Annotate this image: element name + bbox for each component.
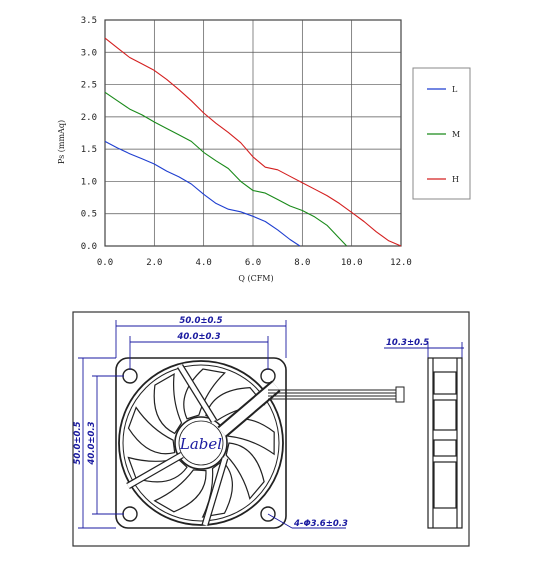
y-tick-label: 1.5 xyxy=(81,145,97,155)
drawing-frame xyxy=(72,311,470,547)
wire-spoke xyxy=(217,380,281,438)
y-tick-labels: 0.0 0.5 1.0 1.5 2.0 2.5 3.0 3.5 xyxy=(81,16,97,252)
mount-hole-bottom-left xyxy=(122,506,138,522)
fan-opening xyxy=(118,360,284,526)
fan-front-view xyxy=(115,357,287,529)
series-line-L xyxy=(104,140,301,247)
side-detail xyxy=(433,399,457,431)
fan-blade xyxy=(221,418,275,456)
y-tick-label: 1.0 xyxy=(81,177,97,187)
fan-blade xyxy=(127,456,188,483)
mount-hole-bottom-right xyxy=(260,506,276,522)
fan-opening-inner xyxy=(122,364,280,522)
series-line-H xyxy=(104,37,402,247)
fan-spoke-inner xyxy=(178,364,216,423)
fan-blade xyxy=(153,469,207,513)
fan-blade xyxy=(183,368,226,420)
fan-blade xyxy=(153,373,183,435)
legend-label-H: H xyxy=(452,175,459,184)
x-tick-label: 6.0 xyxy=(245,258,261,268)
dim-thickness: 10.3±0.5 xyxy=(386,338,429,348)
fan-side-view xyxy=(427,357,463,529)
side-detail xyxy=(433,461,457,509)
dim-hole-height: 40.0±0.3 xyxy=(87,421,97,465)
wire-spoke-inner xyxy=(218,382,280,436)
x-tick-label: 8.0 xyxy=(294,258,310,268)
fan-hub xyxy=(174,416,228,470)
mount-hole-top-right xyxy=(260,368,276,384)
fan-spoke xyxy=(177,364,217,423)
side-detail xyxy=(433,371,457,395)
series-line-M xyxy=(104,91,348,247)
x-tick-label: 10.0 xyxy=(341,258,363,268)
dimension-lines xyxy=(78,320,464,529)
x-axis-label: Q (CFM) xyxy=(238,274,273,283)
fan-blade xyxy=(225,442,265,500)
fan-housing xyxy=(115,357,287,529)
wire-connector xyxy=(395,386,405,403)
y-tick-label: 2.5 xyxy=(81,81,97,91)
fan-blade xyxy=(205,386,266,421)
fan-label-text: Label xyxy=(179,435,222,453)
fan-performance-chart: 0.0 0.5 1.0 1.5 2.0 2.5 3.0 3.5 0.0 2.0 4.0 6.0 8.0… xyxy=(57,16,471,283)
legend-label-L: L xyxy=(452,85,458,94)
series-lines xyxy=(104,37,402,247)
lead-wires xyxy=(268,386,405,403)
fan-blade xyxy=(201,460,233,518)
y-tick-label: 0.0 xyxy=(81,242,97,252)
legend: L M H xyxy=(412,67,471,200)
x-tick-label: 12.0 xyxy=(390,258,412,268)
y-tick-label: 0.5 xyxy=(81,210,97,220)
legend-label-M: M xyxy=(452,130,460,139)
dim-outer-height: 50.0±0.5 xyxy=(73,421,83,464)
grid-lines xyxy=(105,20,401,246)
y-tick-label: 3.5 xyxy=(81,16,97,26)
dim-outer-width: 50.0±0.5 xyxy=(179,316,222,326)
fan-blades xyxy=(127,368,275,518)
x-tick-labels: 0.0 2.0 4.0 6.0 8.0 10.0 12.0 xyxy=(97,258,412,268)
y-tick-label: 3.0 xyxy=(81,48,97,58)
fan-hub-inner xyxy=(178,420,224,466)
side-detail xyxy=(433,439,457,457)
x-tick-label: 4.0 xyxy=(196,258,212,268)
dim-mount-holes: 4-Φ3.6±0.3 xyxy=(293,519,348,529)
dim-hole-width: 40.0±0.3 xyxy=(176,332,220,342)
fan-spoke-inner xyxy=(126,453,184,488)
side-housing xyxy=(427,357,463,529)
x-tick-label: 2.0 xyxy=(146,258,162,268)
x-tick-label: 0.0 xyxy=(97,258,113,268)
mount-hole-top-left xyxy=(122,368,138,384)
y-axis-label: Ps (mmAq) xyxy=(57,120,66,164)
fan-spoke xyxy=(126,451,184,490)
y-tick-label: 2.0 xyxy=(81,113,97,123)
fan-spoke-inner xyxy=(202,457,228,526)
fan-blade xyxy=(127,406,176,455)
fan-spoke xyxy=(201,456,229,527)
